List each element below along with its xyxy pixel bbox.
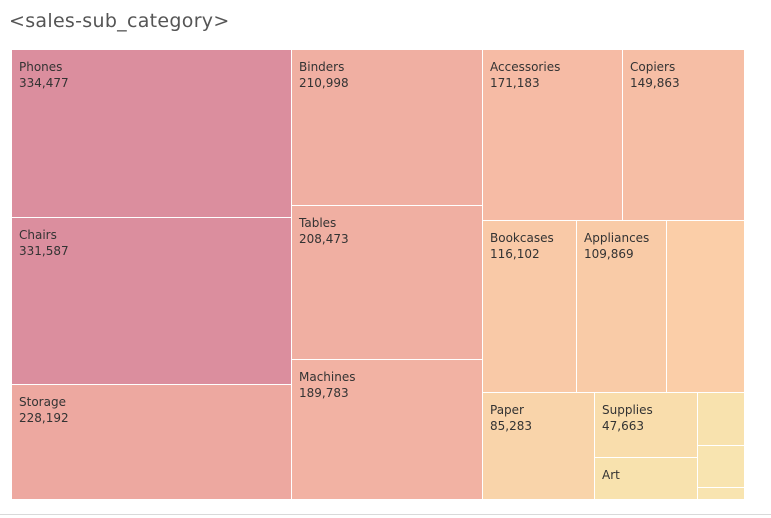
treemap-tile-phones[interactable]: Phones 334,477 [12,50,292,218]
chart-title: <sales-sub_category> [9,10,230,32]
tile-label: Appliances 109,869 [584,231,650,261]
tile-value: 210,998 [299,76,349,90]
tile-label: Art [602,468,620,482]
treemap: Phones 334,477 Chairs 331,587 Storage 228,192… [12,50,745,500]
treemap-tile-storage[interactable]: Storage 228,192 [12,385,292,500]
treemap-tile[interactable] [698,393,745,446]
tile-label: Chairs 331,587 [19,228,69,258]
treemap-tile[interactable] [698,446,745,488]
tile-value: 85,283 [490,419,532,433]
tile-value: 228,192 [19,411,69,425]
treemap-tile[interactable] [698,488,745,500]
tile-value: 208,473 [299,232,349,246]
treemap-tile-tables[interactable]: Tables 208,473 [292,206,483,360]
tile-label: Phones 334,477 [19,60,69,90]
tile-value: 334,477 [19,76,69,90]
tile-label: Bookcases 116,102 [490,231,554,261]
treemap-tile-supplies[interactable]: Supplies 47,663 [595,393,698,458]
tile-label: Storage 228,192 [19,395,69,425]
treemap-tile-art[interactable]: Art [595,458,698,500]
tile-value: 149,863 [630,76,680,90]
tile-label: Supplies 47,663 [602,403,653,433]
bottom-divider [0,514,771,515]
tile-label: Paper 85,283 [490,403,532,433]
tile-value: 116,102 [490,247,540,261]
treemap-tile-accessories[interactable]: Accessories 171,183 [483,50,623,221]
tile-value: 171,183 [490,76,540,90]
tile-label: Copiers 149,863 [630,60,680,90]
treemap-tile-binders[interactable]: Binders 210,998 [292,50,483,206]
treemap-tile-appliances[interactable]: Appliances 109,869 [577,221,667,393]
treemap-tile-paper[interactable]: Paper 85,283 [483,393,595,500]
treemap-tile-copiers[interactable]: Copiers 149,863 [623,50,745,221]
tile-value: 109,869 [584,247,634,261]
treemap-tile-bookcases[interactable]: Bookcases 116,102 [483,221,577,393]
treemap-tile[interactable] [667,221,745,393]
tile-label: Machines 189,783 [299,370,356,400]
treemap-tile-chairs[interactable]: Chairs 331,587 [12,218,292,385]
tile-label: Accessories 171,183 [490,60,561,90]
tile-label: Binders 210,998 [299,60,349,90]
tile-label: Tables 208,473 [299,216,349,246]
tile-value: 47,663 [602,419,644,433]
tile-value: 331,587 [19,244,69,258]
treemap-tile-machines[interactable]: Machines 189,783 [292,360,483,500]
tile-value: 189,783 [299,386,349,400]
